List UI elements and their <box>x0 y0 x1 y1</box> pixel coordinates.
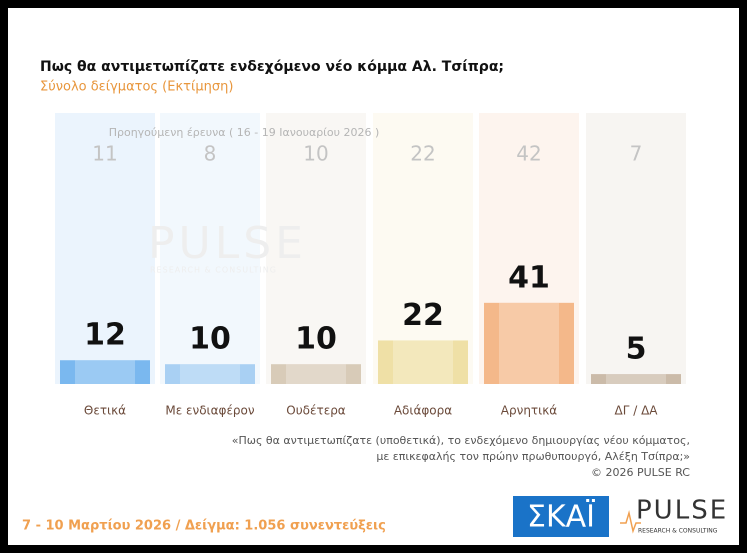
bar <box>60 360 150 384</box>
chart-title: Πως θα αντιμετωπίζατε ενδεχόμενο νέο κόμ… <box>40 59 504 75</box>
copyright: © 2026 PULSE RC <box>591 466 690 479</box>
chart-subtitle: Σύνολο δείγματος (Εκτίμηση) <box>40 80 233 95</box>
bar <box>484 302 574 384</box>
category-label: Αδιάφορα <box>394 404 452 418</box>
category-label: Θετικά <box>84 404 126 418</box>
bar-highlight <box>180 364 240 384</box>
skai-logo <box>513 496 609 537</box>
pulse-logo-text: PULSE <box>636 496 728 526</box>
bar <box>165 364 255 384</box>
bar-highlight <box>286 364 346 384</box>
bar-highlight <box>606 374 666 384</box>
category-label: Ουδέτερα <box>286 404 346 418</box>
watermark-sub: RESEARCH & CONSULTING <box>150 266 277 275</box>
bar <box>271 364 361 384</box>
bar-highlight <box>75 360 135 384</box>
footnote: με επικεφαλής τον πρώην πρωθυπουργό, Αλέ… <box>376 450 690 463</box>
skai-logo-text: ΣΚΑΪ <box>527 499 595 535</box>
previous-value: 42 <box>516 142 541 166</box>
value-label: 41 <box>508 260 550 295</box>
category-label: Αρνητικά <box>501 404 557 418</box>
value-label: 22 <box>402 298 444 333</box>
previous-value: 11 <box>92 142 117 166</box>
pulse-logo-icon <box>620 510 641 534</box>
value-label: 5 <box>626 332 647 367</box>
value-label: 10 <box>295 322 337 357</box>
bar-highlight <box>499 302 559 384</box>
value-label: 10 <box>189 322 231 357</box>
previous-value: 10 <box>303 142 328 166</box>
watermark: PULSE <box>148 218 307 269</box>
previous-label: Προηγούμενη έρευνα ( 16 - 19 Ιανουαρίου … <box>109 126 380 139</box>
column-background <box>266 113 366 384</box>
background <box>8 8 739 545</box>
column-background <box>160 113 260 384</box>
chart: PULSE RESEARCH & CONSULTING Πως θα αντιμ… <box>8 8 739 545</box>
footnote: «Πως θα αντιμετωπίζατε (υποθετικά), το ε… <box>232 434 690 447</box>
previous-value: 22 <box>410 142 435 166</box>
pulse-logo-sub: RESEARCH & CONSULTING <box>638 528 718 535</box>
bar-highlight <box>393 340 453 384</box>
column-background <box>586 113 686 384</box>
bar <box>378 340 468 384</box>
category-label: Με ενδιαφέρον <box>165 404 255 418</box>
previous-value: 8 <box>204 142 217 166</box>
column-background <box>373 113 473 384</box>
bar <box>591 374 681 384</box>
previous-value: 7 <box>630 142 643 166</box>
value-label: 12 <box>84 318 126 353</box>
footer: 7 - 10 Μαρτίου 2026 / Δείγμα: 1.056 συνε… <box>22 519 386 534</box>
category-label: ΔΓ / ΔΑ <box>615 404 659 418</box>
column-background <box>55 113 155 384</box>
